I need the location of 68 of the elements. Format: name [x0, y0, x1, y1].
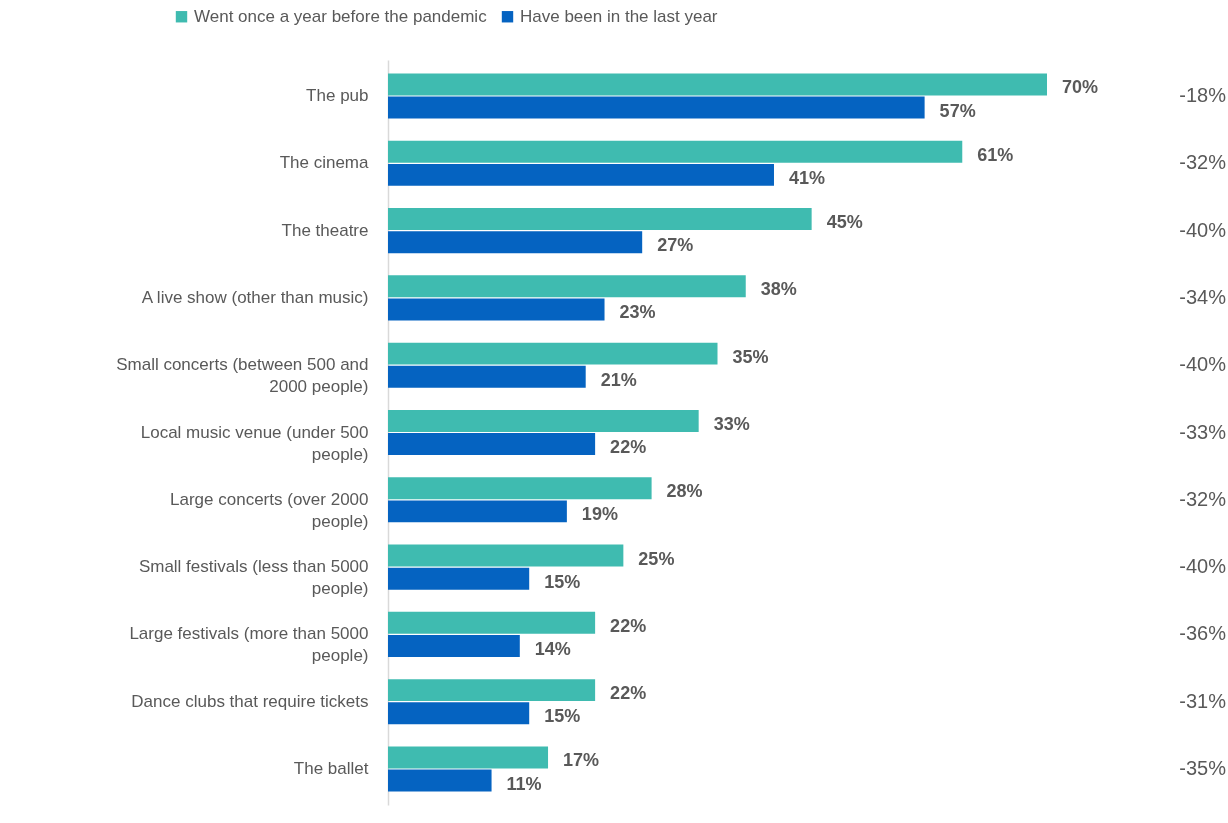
bar	[388, 342, 718, 365]
text: -40%	[1179, 555, 1227, 578]
data-label: 35%	[732, 346, 769, 367]
text: -34%	[1179, 285, 1227, 308]
text: -35%	[1179, 757, 1227, 779]
data-label: 15%	[544, 706, 581, 727]
y-tick-label: The theatre	[281, 220, 369, 240]
y-tick-label: A live show (other than music)	[141, 287, 369, 307]
data-label: 22%	[610, 615, 647, 636]
y-tick-label: The ballet	[293, 759, 369, 778]
y-tick-label: Small concerts (between 500 and 2000 people)	[116, 355, 369, 397]
bar	[388, 679, 596, 702]
data-label: 17%	[563, 750, 600, 771]
bar	[388, 544, 624, 567]
legend-label: Went once a year before the pandemic	[194, 6, 488, 26]
y-tick-label: Dance clubs that require tickets	[131, 691, 369, 711]
data-label: 25%	[638, 548, 675, 569]
bar	[388, 96, 925, 119]
bar	[388, 702, 530, 725]
y-tick-label: The pub	[306, 86, 369, 105]
bar	[388, 73, 1047, 96]
bar	[388, 769, 492, 792]
text: -40%	[1179, 218, 1227, 241]
text: -32%	[1179, 487, 1227, 510]
bar	[388, 477, 652, 500]
y-tick-label: Large concerts (over 2000 people)	[170, 489, 369, 531]
bar	[388, 634, 520, 657]
bar	[388, 365, 586, 388]
y-tick-label: Large festivals (more than 5000 people)	[129, 624, 369, 666]
bar	[388, 298, 605, 321]
data-label: 28%	[666, 481, 703, 502]
data-label: 22%	[610, 683, 647, 704]
data-label: 41%	[788, 167, 826, 188]
y-tick-label: Small festivals (less than 5000 people)	[138, 557, 369, 599]
text: -33%	[1179, 420, 1227, 443]
data-label: 22%	[610, 437, 647, 458]
bar	[388, 567, 530, 590]
data-label: 38%	[760, 279, 797, 300]
bar	[388, 746, 549, 769]
y-tick-label: The cinema	[279, 153, 370, 173]
bar	[388, 611, 596, 634]
data-label: 21%	[600, 369, 637, 390]
text: -31%	[1179, 689, 1227, 712]
data-label: 57%	[939, 100, 976, 121]
bar	[388, 208, 812, 231]
text: -18%	[1179, 84, 1227, 106]
bar	[388, 500, 567, 523]
bar	[388, 433, 596, 456]
data-label: 45%	[826, 212, 863, 233]
data-label: 14%	[534, 638, 571, 659]
bar	[388, 275, 746, 298]
bar	[388, 409, 699, 432]
bar	[388, 163, 774, 186]
data-label: 23%	[619, 302, 656, 323]
data-label: 70%	[1062, 77, 1099, 98]
data-label: 33%	[713, 413, 750, 434]
text: -32%	[1179, 151, 1227, 174]
legend-label: Have been in the last year	[520, 6, 718, 26]
data-label: 19%	[581, 504, 618, 525]
data-label: 27%	[657, 235, 694, 256]
data-label: 11%	[506, 773, 542, 794]
data-label: 15%	[544, 571, 581, 592]
data-label: 61%	[977, 144, 1014, 165]
y-tick-label: Local music venue (under 500 people)	[140, 422, 369, 464]
bar	[388, 140, 963, 163]
text: -40%	[1179, 353, 1227, 376]
bar	[388, 231, 643, 254]
text: -36%	[1179, 622, 1227, 645]
